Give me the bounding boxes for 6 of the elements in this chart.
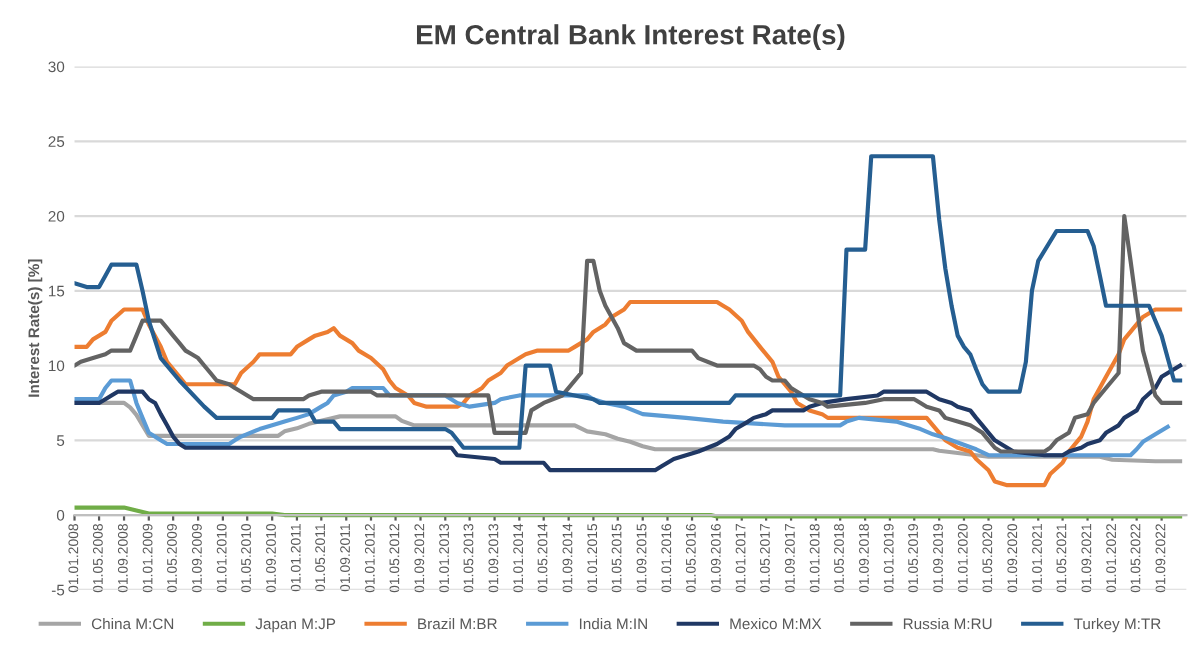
line-series [74, 363, 1183, 473]
line-series [74, 299, 1183, 488]
line-series [74, 154, 1183, 450]
line-series [74, 378, 1170, 458]
line-series [74, 213, 1183, 454]
chart-title: EM Central Bank Interest Rate(s) [416, 24, 845, 51]
